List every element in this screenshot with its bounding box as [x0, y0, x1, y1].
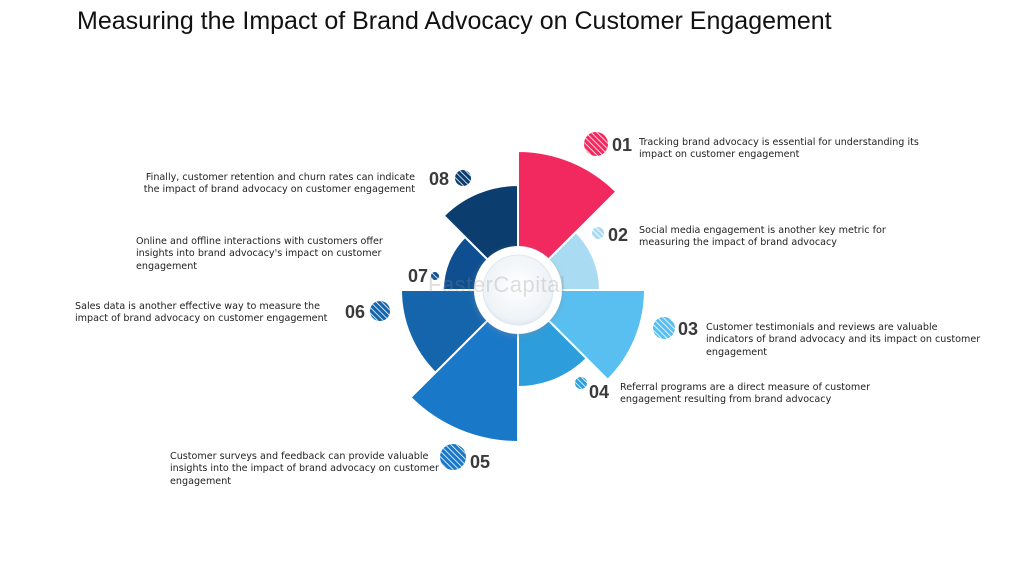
step-description-02: Social media engagement is another key m… [639, 225, 886, 249]
step-number-07: 07 [408, 266, 429, 286]
step-number-04: 04 [589, 382, 610, 402]
page-title: Measuring the Impact of Brand Advocacy o… [77, 7, 832, 35]
watermark-text: FasterCapital [428, 272, 566, 297]
marker-hatch-04 [575, 377, 587, 389]
step-description-07: Online and offline interactions with cus… [136, 236, 383, 272]
step-description-06: Sales data is another effective way to m… [75, 301, 328, 325]
marker-hatch-06 [370, 301, 390, 321]
step-number-01: 01 [612, 135, 633, 155]
step-description-03: Customer testimonials and reviews are va… [706, 322, 981, 358]
sector-05 [409, 287, 519, 444]
step-number-05: 05 [470, 452, 491, 472]
step-description-08: Finally, customer retention and churn ra… [143, 172, 415, 196]
hub-center [482, 254, 554, 326]
step-number-06: 06 [345, 302, 366, 322]
step-description-04: Referral programs are a direct measure o… [620, 382, 871, 406]
marker-hatch-05 [440, 444, 466, 470]
marker-hatch-07 [431, 272, 439, 280]
step-number-03: 03 [678, 319, 699, 339]
step-description-05: Customer surveys and feedback can provid… [170, 451, 439, 487]
step-number-02: 02 [608, 225, 629, 245]
marker-hatch-02 [592, 227, 604, 239]
step-description-01: Tracking brand advocacy is essential for… [639, 137, 919, 161]
marker-hatch-01 [584, 132, 608, 156]
marker-hatch-03 [653, 317, 675, 339]
step-number-08: 08 [429, 169, 450, 189]
marker-hatch-08 [455, 170, 471, 186]
